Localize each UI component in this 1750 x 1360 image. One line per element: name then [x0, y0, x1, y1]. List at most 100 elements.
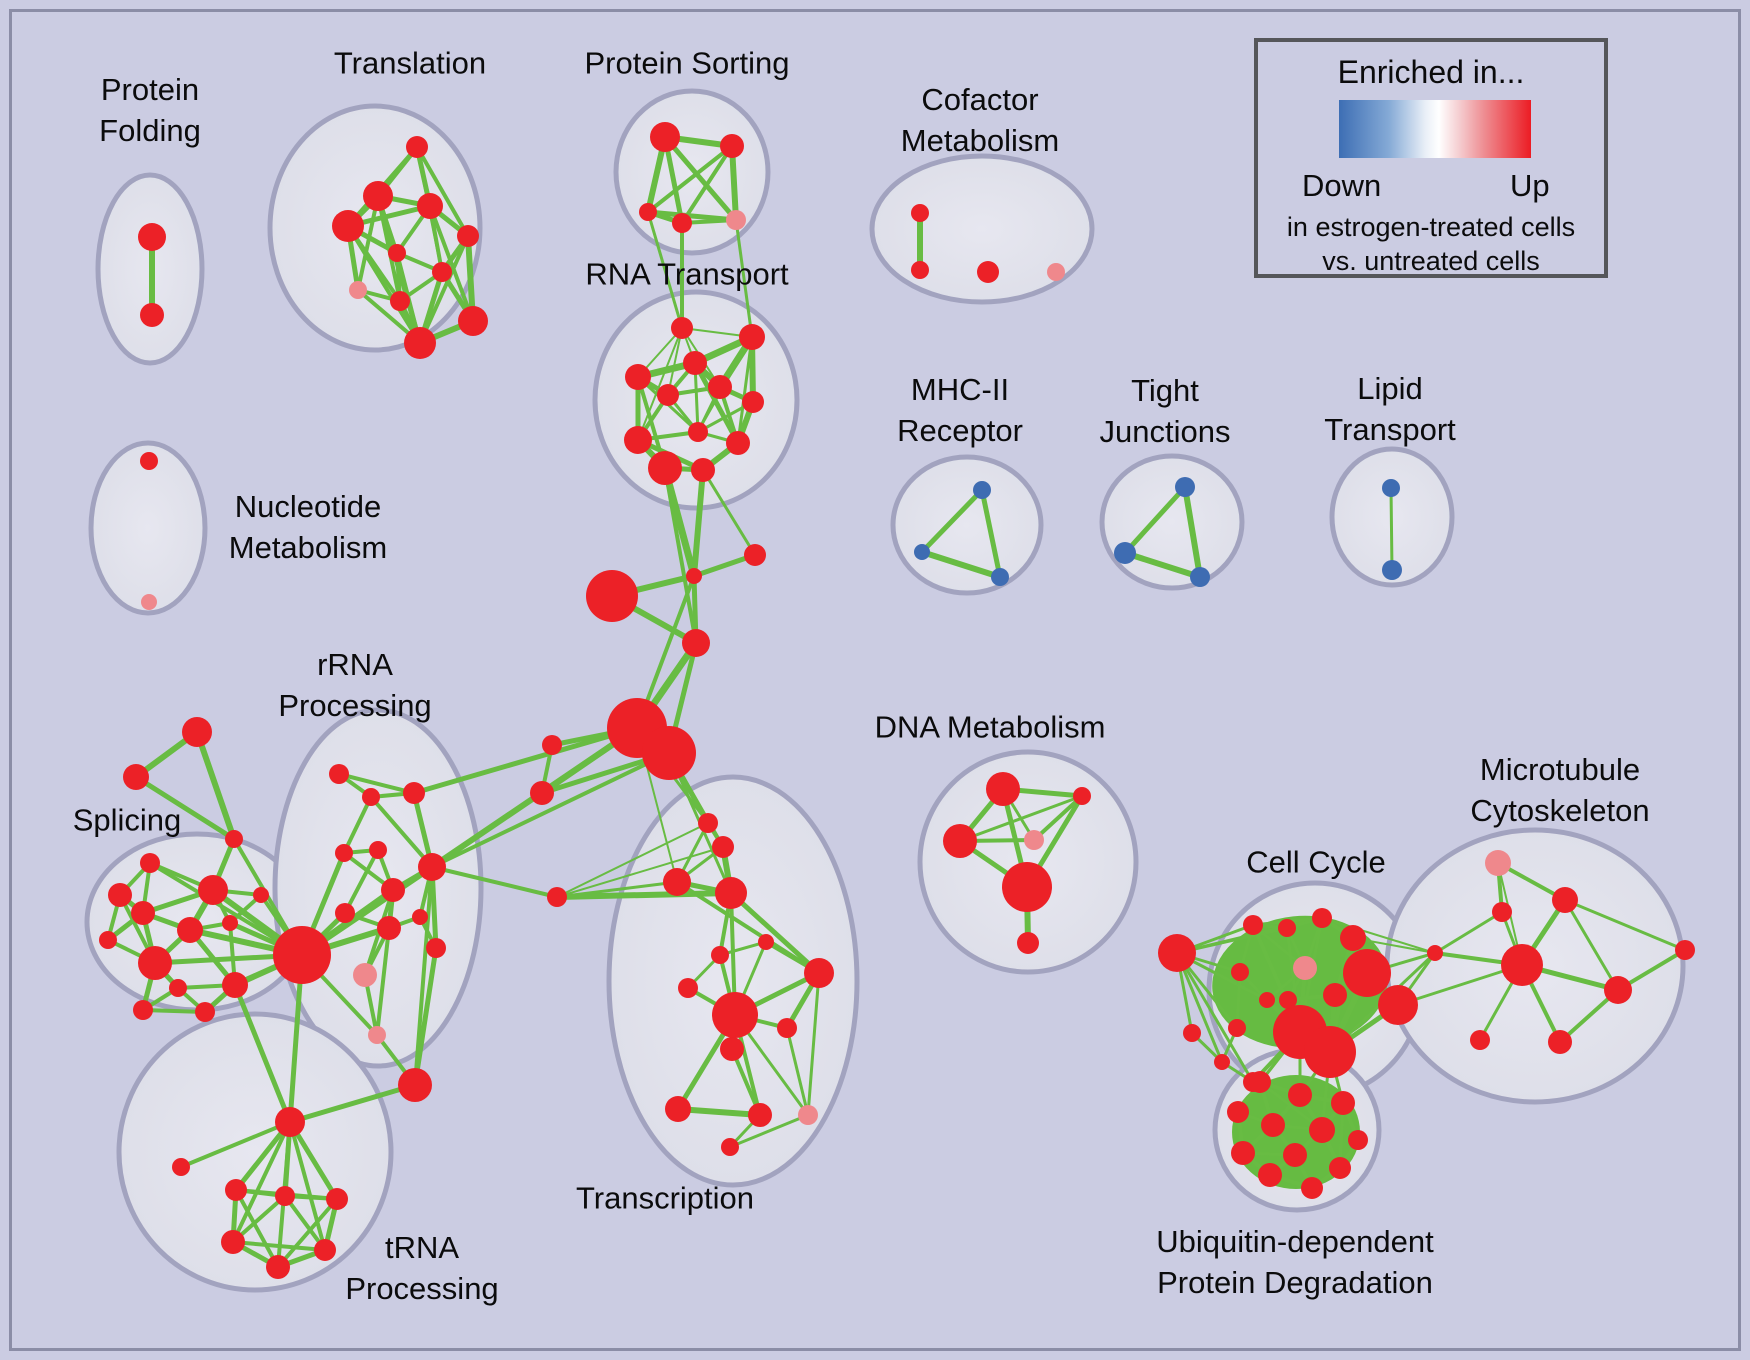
network-edge — [729, 143, 739, 223]
network-node — [388, 244, 406, 262]
network-node — [140, 853, 160, 873]
network-node — [742, 391, 764, 413]
network-node — [1183, 1024, 1201, 1042]
network-node — [1158, 934, 1196, 972]
network-node — [133, 1000, 153, 1020]
network-node — [362, 788, 380, 806]
network-node — [804, 958, 834, 988]
network-node — [1279, 991, 1297, 1009]
network-node — [131, 901, 155, 925]
network-node — [1243, 915, 1263, 935]
network-node — [712, 992, 758, 1038]
network-node — [683, 351, 707, 375]
network-node — [329, 764, 349, 784]
network-node — [225, 830, 243, 848]
network-node — [1175, 477, 1195, 497]
network-edge — [646, 210, 684, 330]
network-node — [911, 261, 929, 279]
network-node — [663, 868, 691, 896]
network-edge — [287, 1119, 340, 1202]
network-node — [1427, 945, 1443, 961]
network-node — [458, 306, 488, 336]
network-edge — [375, 926, 391, 1037]
network-edge — [430, 865, 559, 899]
network-edge — [1175, 951, 1255, 1084]
network-edge — [675, 1106, 763, 1118]
network-node — [688, 422, 708, 442]
network-edge — [234, 1188, 280, 1269]
network-node — [266, 1255, 290, 1279]
network-node — [369, 841, 387, 859]
network-node — [140, 452, 158, 470]
network-node — [141, 594, 157, 610]
network-node — [720, 134, 744, 158]
network-node — [353, 963, 377, 987]
network-node — [708, 375, 732, 399]
network-edge — [637, 327, 683, 441]
network-node — [335, 903, 355, 923]
edge-density-blob — [1212, 915, 1388, 1049]
network-node — [1492, 902, 1512, 922]
network-node — [1552, 887, 1578, 913]
network-node — [222, 915, 238, 931]
network-node — [108, 883, 132, 907]
network-edge — [667, 327, 683, 396]
network-edge — [231, 1240, 327, 1252]
network-node — [123, 764, 149, 790]
network-edge — [343, 848, 380, 915]
network-node — [1323, 983, 1347, 1007]
network-edge — [369, 795, 434, 869]
network-node — [1114, 542, 1136, 564]
network-node — [991, 568, 1009, 586]
network-node — [547, 887, 567, 907]
network-node — [377, 916, 401, 940]
network-node — [417, 193, 443, 219]
network-node — [977, 261, 999, 283]
network-node — [182, 717, 212, 747]
network-node — [1470, 1030, 1490, 1050]
network-node — [711, 946, 729, 964]
network-edge — [556, 846, 724, 898]
network-edge — [1182, 484, 1203, 580]
network-edge — [337, 772, 416, 795]
network-node — [140, 303, 164, 327]
cluster-ellipse-mhc-ii-receptor — [890, 454, 1044, 596]
network-node — [1301, 1177, 1323, 1199]
network-edge — [919, 487, 985, 555]
network-node — [698, 813, 718, 833]
network-node — [639, 203, 657, 221]
network-node — [253, 887, 269, 903]
network-node — [273, 926, 331, 984]
network-node — [642, 726, 696, 780]
network-node — [1548, 1030, 1572, 1054]
network-edge — [194, 729, 237, 842]
network-node — [1340, 925, 1366, 951]
network-node — [418, 853, 446, 881]
network-node — [1258, 1163, 1282, 1187]
network-node — [326, 1188, 348, 1210]
network-edge — [1122, 550, 1203, 580]
network-node — [398, 1068, 432, 1102]
network-node — [973, 481, 991, 499]
network-edge — [555, 880, 679, 899]
network-node — [169, 979, 187, 997]
network-node — [138, 223, 166, 251]
cluster-ellipse-trna-processing — [116, 1011, 394, 1293]
network-edge — [412, 945, 439, 1088]
network-node — [691, 458, 715, 482]
network-node — [530, 781, 554, 805]
network-edge — [728, 1113, 810, 1149]
network-node — [671, 317, 693, 339]
network-node — [726, 210, 746, 230]
network-edge — [1122, 484, 1188, 556]
network-edge — [736, 335, 754, 445]
network-node — [177, 917, 203, 943]
network-node — [1293, 956, 1317, 980]
network-edge — [979, 487, 1003, 580]
network-node — [1214, 1054, 1230, 1070]
network-node — [432, 262, 452, 282]
network-node — [1331, 1091, 1355, 1115]
network-node — [1485, 850, 1511, 876]
network-node — [943, 824, 977, 858]
